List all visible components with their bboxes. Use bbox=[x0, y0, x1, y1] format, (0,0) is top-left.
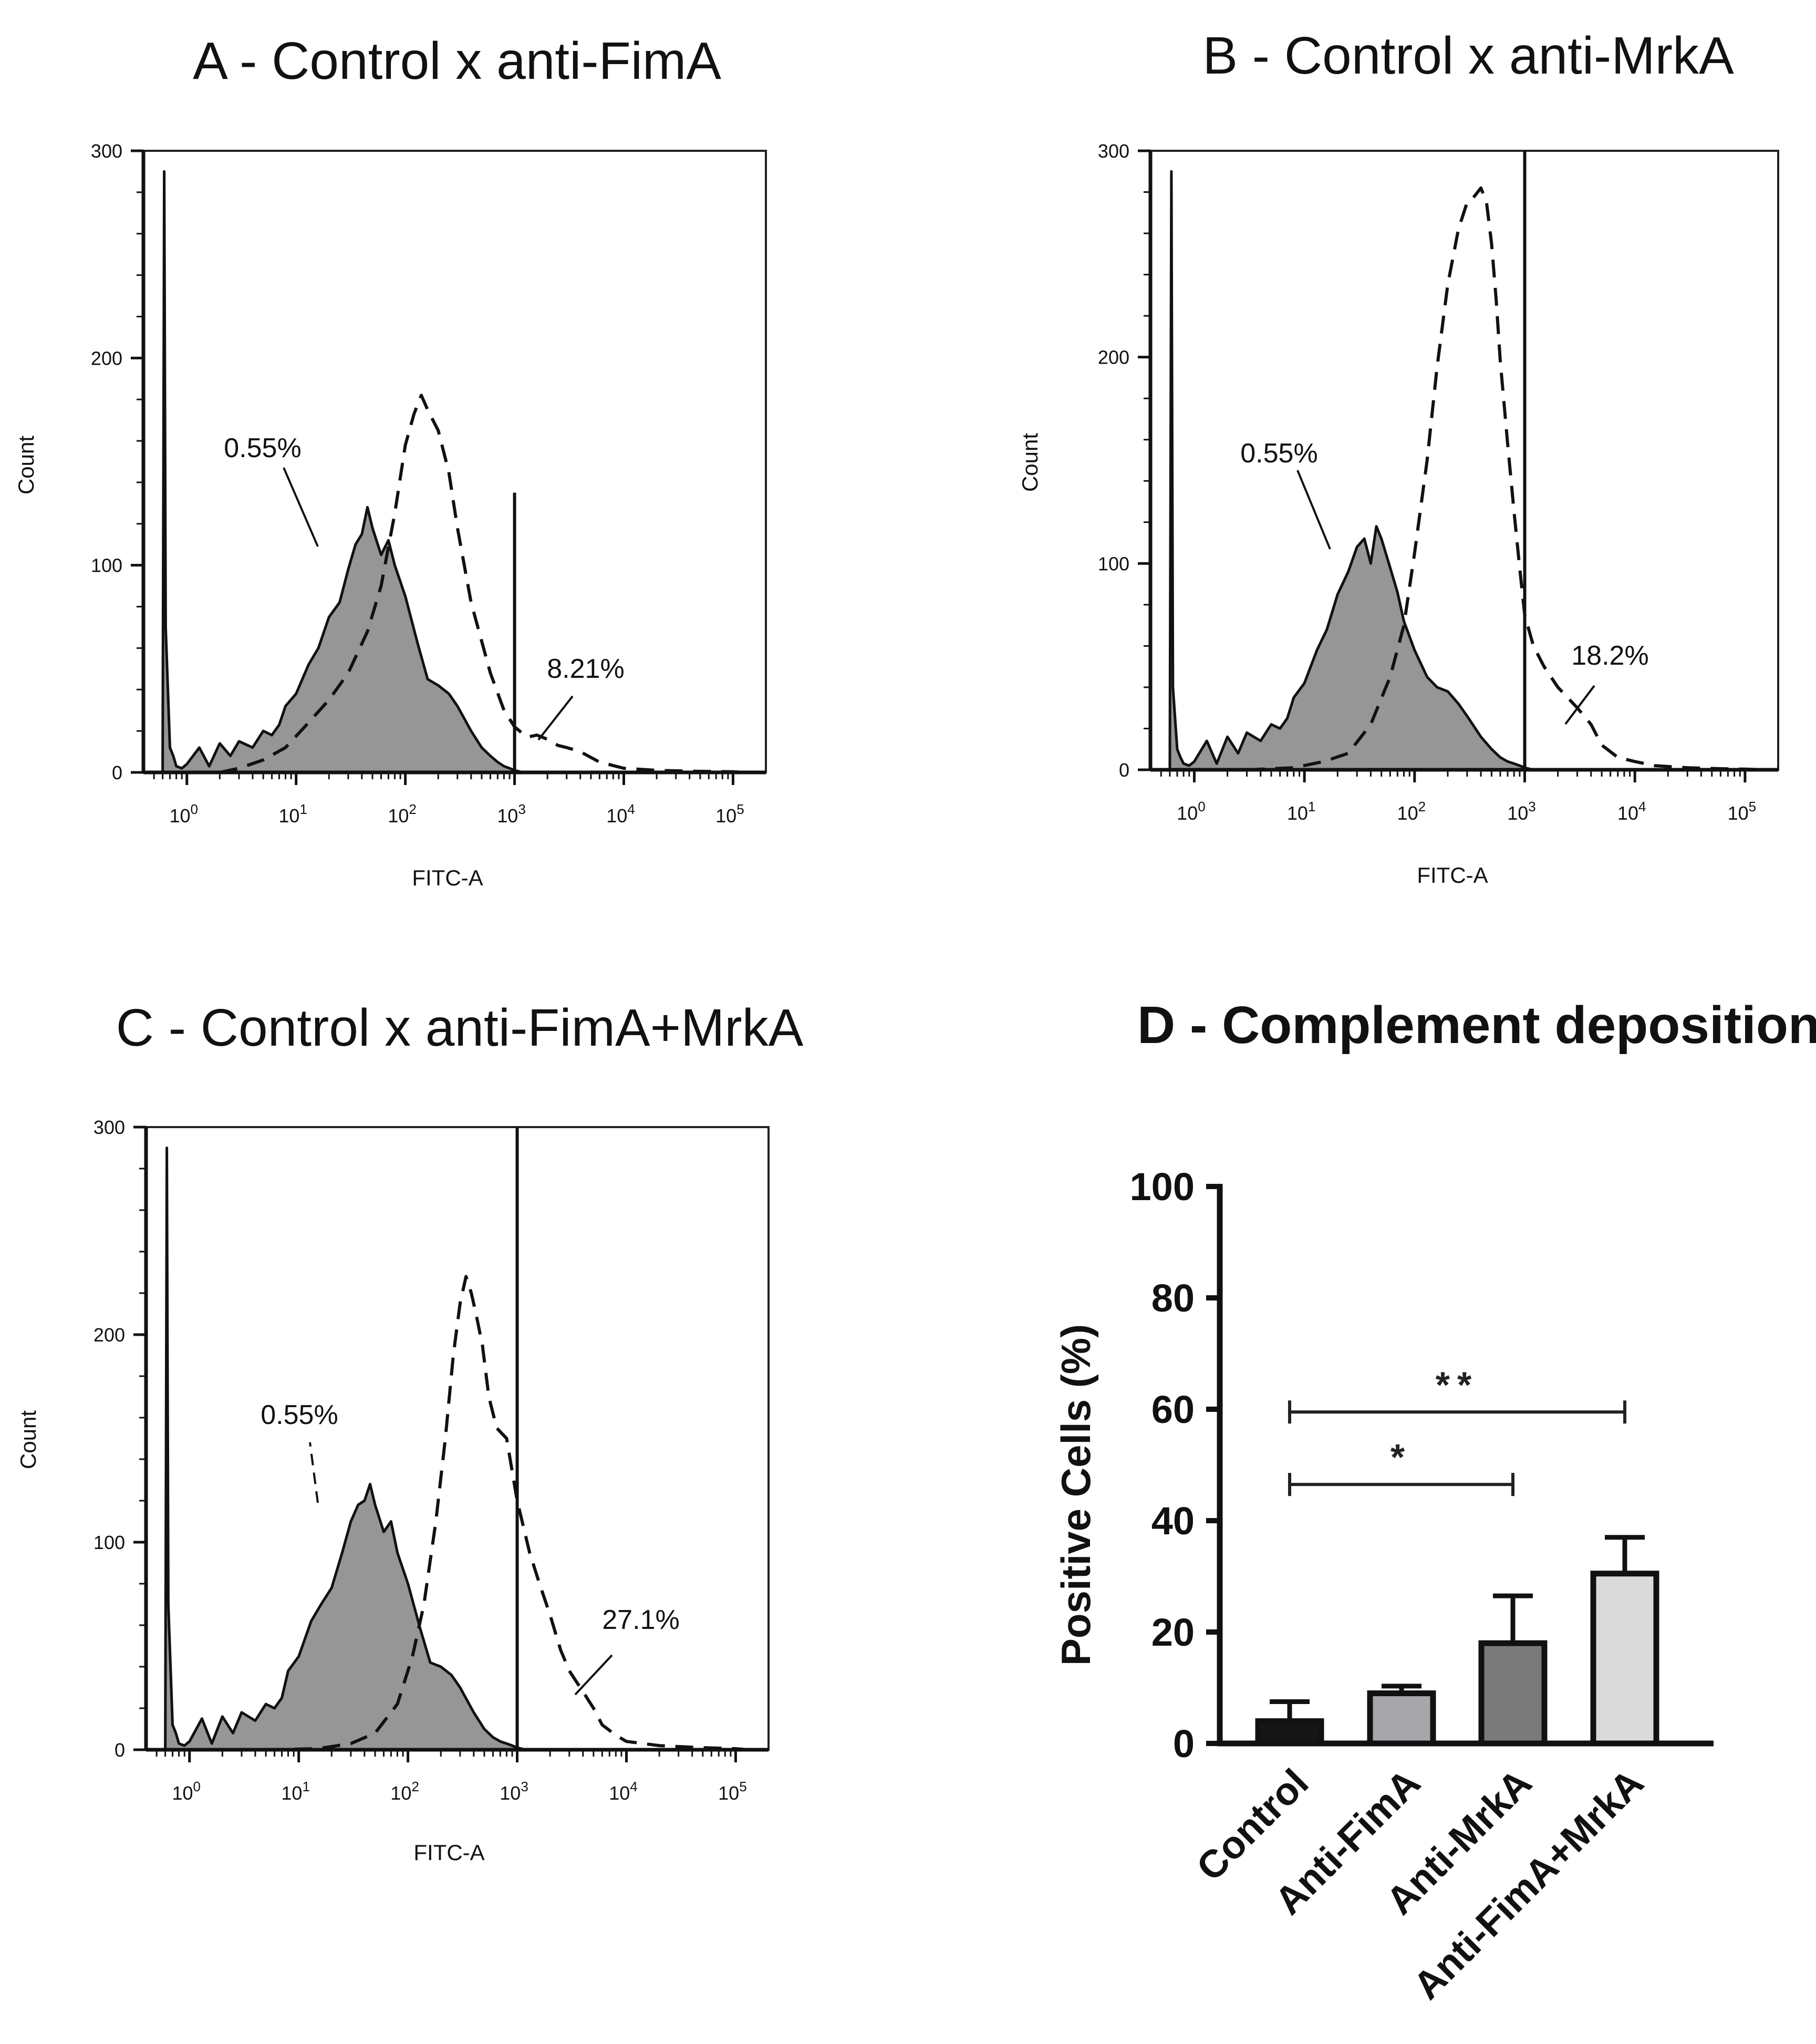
y-tick-label: 80 bbox=[1151, 1276, 1195, 1320]
x-tick-label: 103 bbox=[500, 1779, 528, 1804]
x-tick-label: 100 bbox=[172, 1779, 201, 1804]
bar-control bbox=[1255, 1718, 1324, 1747]
panel-c-positive-annotation-pointer bbox=[574, 1654, 613, 1696]
x-tick-label: 102 bbox=[390, 1779, 419, 1804]
y-tick-label: 300 bbox=[1098, 140, 1129, 162]
panel-a-y-axis-label: Count bbox=[14, 436, 38, 494]
panel-c-control-annotation: 0.55% bbox=[261, 1400, 338, 1430]
x-tick-label: 102 bbox=[1397, 799, 1426, 824]
bar-anti-fima-mrka bbox=[1590, 1571, 1659, 1747]
x-tick-label: 102 bbox=[388, 801, 417, 827]
panel-b-control-annotation: 0.55% bbox=[1240, 438, 1317, 469]
y-tick-label: 0 bbox=[115, 1739, 125, 1761]
panel-c: C - Control x anti-FimA+MrkA 100 101 102 10… bbox=[16, 998, 804, 1865]
panel-d: D - Complement deposition Positive Cells… bbox=[1053, 996, 1816, 2008]
x-tick-label: 100 bbox=[1177, 799, 1206, 824]
panel-b-anti-mrka-histogram bbox=[1247, 186, 1765, 771]
panel-a-title: A - Control x anti-FimA bbox=[193, 32, 721, 90]
x-tick-label: 105 bbox=[718, 1779, 747, 1804]
y-tick-label: 0 bbox=[1173, 1722, 1195, 1766]
panel-b: B - Control x anti-MrkA 100 101 102 103 104 1… bbox=[1018, 26, 1779, 887]
panel-d-significance: *** bbox=[1288, 1364, 1626, 1496]
panel-c-control-histogram bbox=[164, 1147, 527, 1751]
x-tick-label: 104 bbox=[606, 801, 635, 827]
panel-c-title: C - Control x anti-FimA+MrkA bbox=[116, 998, 804, 1057]
panel-d-title: D - Complement deposition bbox=[1137, 996, 1816, 1055]
panel-b-series bbox=[1168, 170, 1765, 771]
panel-c-y-ticks: 0 100 200 300 bbox=[94, 1117, 148, 1761]
y-tick-label: 40 bbox=[1151, 1499, 1195, 1543]
panel-c-positive-annotation: 27.1% bbox=[602, 1605, 679, 1635]
y-tick-label: 60 bbox=[1151, 1388, 1195, 1431]
x-tick-label: 105 bbox=[715, 801, 744, 827]
panel-b-control-histogram bbox=[1168, 170, 1535, 771]
panel-a-control-histogram bbox=[161, 170, 525, 774]
panel-b-x-axis-label: FITC-A bbox=[1417, 863, 1488, 887]
panel-c-series bbox=[164, 1147, 749, 1751]
panel-d-bars bbox=[1255, 1535, 1659, 1747]
panel-b-y-axis-label: Count bbox=[1018, 433, 1042, 492]
bar-anti-mrka bbox=[1478, 1640, 1548, 1747]
panel-c-control-annotation-pointer bbox=[309, 1442, 319, 1503]
x-tick-label: 105 bbox=[1728, 799, 1757, 824]
panel-c-frame bbox=[145, 1126, 770, 1751]
y-tick-label: 100 bbox=[94, 1532, 125, 1553]
x-tick-label: 104 bbox=[609, 1779, 638, 1804]
x-tick-label: 104 bbox=[1617, 799, 1646, 824]
significance-label: * bbox=[1390, 1437, 1412, 1478]
panel-b-title: B - Control x anti-MrkA bbox=[1202, 26, 1734, 85]
x-tick-label: 103 bbox=[497, 801, 526, 827]
y-tick-label: 300 bbox=[91, 140, 122, 162]
panel-a-y-ticks: 0 100 200 300 bbox=[91, 140, 146, 783]
y-tick-label: 200 bbox=[94, 1324, 125, 1346]
y-tick-label: 100 bbox=[1098, 553, 1129, 574]
x-tick-label: 101 bbox=[278, 801, 307, 827]
y-tick-label: 100 bbox=[91, 555, 122, 576]
panel-c-x-axis-label: FITC-A bbox=[413, 1840, 484, 1865]
panel-b-positive-annotation-pointer bbox=[1564, 685, 1595, 725]
panel-b-y-ticks: 0 100 200 300 bbox=[1098, 140, 1153, 781]
panel-a-anti-fima-histogram bbox=[219, 394, 746, 774]
panel-a-positive-annotation-pointer bbox=[537, 695, 574, 741]
panel-d-y-axis-label: Positive Cells (%) bbox=[1053, 1324, 1099, 1666]
panel-a-series bbox=[161, 170, 746, 774]
panel-d-axes bbox=[1217, 1184, 1714, 1747]
panel-a-control-annotation-pointer bbox=[283, 467, 319, 547]
panel-a-x-axis-label: FITC-A bbox=[412, 865, 483, 890]
panel-b-x-ticks: 100 101 102 103 104 105 bbox=[1150, 768, 1778, 824]
y-tick-label: 0 bbox=[112, 762, 122, 783]
x-tick-label: 101 bbox=[1287, 799, 1316, 824]
panel-d-y-ticks: 0 20 40 60 80 100 bbox=[1130, 1165, 1220, 1766]
panel-c-x-ticks: 100 101 102 103 104 105 bbox=[146, 1748, 769, 1804]
x-tick-label: 103 bbox=[1507, 799, 1536, 824]
y-tick-label: 300 bbox=[94, 1117, 125, 1138]
panel-a: A - Control x anti-FimA 100 101 102 103 104 1… bbox=[14, 32, 767, 890]
panel-b-control-annotation-pointer bbox=[1296, 470, 1331, 550]
x-tick-label: 101 bbox=[281, 1779, 310, 1804]
panel-a-positive-annotation: 8.21% bbox=[547, 654, 624, 684]
y-tick-label: 200 bbox=[91, 347, 122, 369]
y-tick-label: 0 bbox=[1119, 759, 1129, 781]
panel-b-positive-annotation: 18.2% bbox=[1571, 641, 1648, 671]
y-tick-label: 200 bbox=[1098, 347, 1129, 368]
plot-frame bbox=[145, 1126, 770, 1751]
significance-label: ** bbox=[1436, 1364, 1479, 1405]
panel-c-y-axis-label: Count bbox=[16, 1410, 40, 1469]
y-tick-label: 100 bbox=[1130, 1165, 1195, 1209]
bar-anti-fima bbox=[1367, 1690, 1436, 1747]
x-tick-label: 100 bbox=[169, 801, 198, 827]
panel-c-anti-fima-mrka-histogram bbox=[266, 1275, 749, 1751]
panel-a-control-annotation: 0.55% bbox=[224, 433, 301, 463]
y-tick-label: 20 bbox=[1151, 1611, 1195, 1654]
panel-a-x-ticks: 100 101 102 103 104 105 bbox=[143, 770, 766, 827]
